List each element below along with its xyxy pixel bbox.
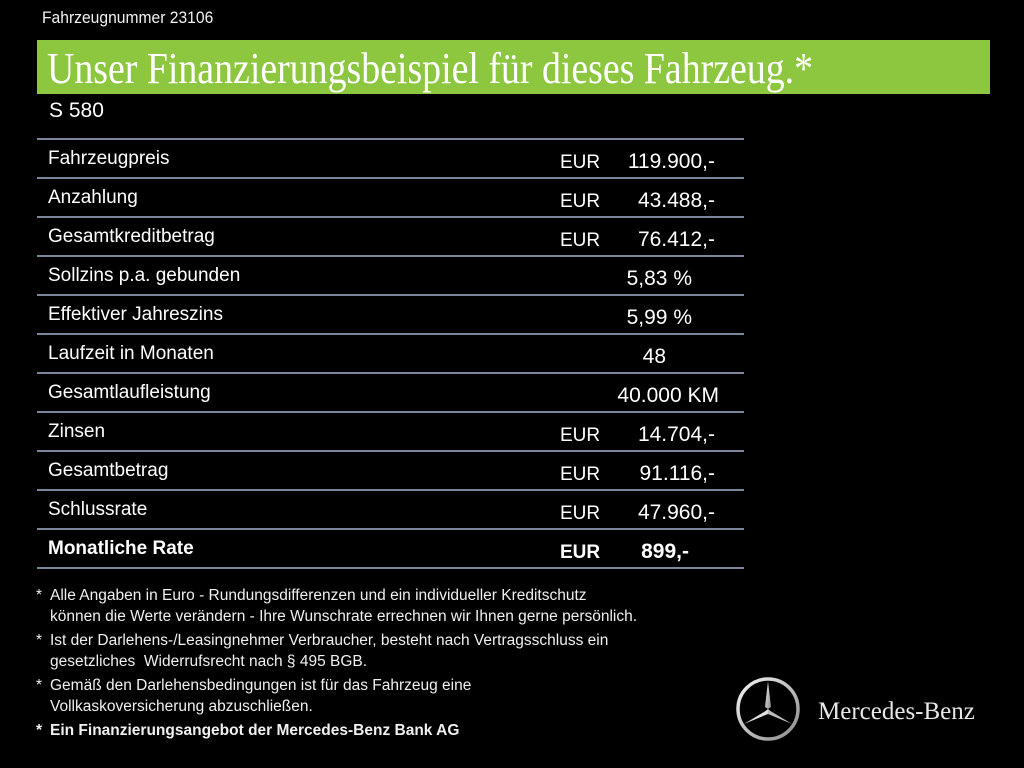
table-row-monthly-rate: Monatliche Rate EUR 899,- <box>37 528 744 569</box>
row-value: 76.412,- <box>637 228 715 251</box>
finance-table: Fahrzeugpreis EUR 119.900,- Anzahlung EUR 43… <box>37 138 744 569</box>
table-row: Schlussrate EUR 47.960,- <box>37 489 744 528</box>
row-value: 119.900,- <box>627 150 715 173</box>
footnote-line: können die Werte verändern - Ihre Wunsch… <box>50 608 638 625</box>
row-currency: EUR <box>560 464 601 485</box>
row-value: 14.704,- <box>637 423 715 446</box>
row-label: Fahrzeugpreis <box>48 148 170 169</box>
row-label: Schlussrate <box>48 499 148 520</box>
row-value: 5,83 % <box>626 267 692 290</box>
table-row: Zinsen EUR 14.704,- <box>37 411 744 450</box>
headline: Unser Finanzierungsbeispiel für dieses F… <box>47 44 814 93</box>
footnotes: * Alle Angaben in Euro - Rundungsdifferen… <box>36 585 637 744</box>
row-label: Laufzeit in Monaten <box>48 343 214 364</box>
footnote-line: Vollkaskoversicherung abzuschließen. <box>50 698 313 715</box>
row-label: Anzahlung <box>48 187 138 208</box>
row-label: Monatliche Rate <box>48 538 194 559</box>
row-currency: EUR <box>560 152 601 173</box>
row-currency: EUR <box>560 191 601 212</box>
footnote: * Alle Angaben in Euro - Rundungsdifferen… <box>36 585 637 627</box>
brand-name: Mercedes-Benz <box>818 698 975 725</box>
footnote: * Ist der Darlehens-/Leasingnehmer Verbra… <box>36 630 637 672</box>
table-row: Gesamtbetrag EUR 91.116,- <box>37 450 744 489</box>
row-value: 899,- <box>641 540 689 563</box>
row-currency: EUR <box>560 503 601 524</box>
table-row: Laufzeit in Monaten 48 <box>37 333 744 372</box>
row-value: 40.000 KM <box>617 384 719 407</box>
footnote: * Gemäß den Darlehensbedingungen ist für … <box>36 675 637 717</box>
footnote-line: Alle Angaben in Euro - Rundungsdifferenz… <box>50 587 587 604</box>
row-label: Zinsen <box>48 421 106 442</box>
asterisk: * <box>36 632 43 649</box>
footnote-line: Ist der Darlehens-/Leasingnehmer Verbrau… <box>50 632 609 649</box>
row-label: Sollzins p.a. gebunden <box>48 265 241 286</box>
vehicle-number: Fahrzeugnummer 23106 <box>42 8 214 27</box>
footnote-line: Gemäß den Darlehensbedingungen ist für d… <box>50 677 472 694</box>
model-name: S 580 <box>49 99 104 122</box>
footnote: * Ein Finanzierungsangebot der Mercedes-B… <box>36 720 637 741</box>
row-label: Gesamtkreditbetrag <box>48 226 215 247</box>
table-row: Gesamtkreditbetrag EUR 76.412,- <box>37 216 744 255</box>
three-pointed-star-icon <box>736 677 800 741</box>
table-row: Gesamtlaufleistung 40.000 KM <box>37 372 744 411</box>
row-currency: EUR <box>560 542 601 563</box>
row-value: 43.488,- <box>637 189 715 212</box>
row-currency: EUR <box>560 230 601 251</box>
table-row: Sollzins p.a. gebunden 5,83 % <box>37 255 744 294</box>
row-value: 47.960,- <box>637 501 715 524</box>
row-value: 91.116,- <box>639 462 716 485</box>
row-value: 48 <box>642 345 666 368</box>
footnote-line: gesetzliches Widerrufsrecht nach § 495 B… <box>50 653 368 670</box>
table-row: Effektiver Jahreszins 5,99 % <box>37 294 744 333</box>
row-label: Gesamtbetrag <box>48 460 169 481</box>
asterisk: * <box>36 677 43 694</box>
asterisk: * <box>36 722 43 739</box>
row-label: Effektiver Jahreszins <box>48 304 223 325</box>
asterisk: * <box>36 587 43 604</box>
footnote-line: Ein Finanzierungsangebot der Mercedes-Be… <box>50 722 460 739</box>
headline-banner: Unser Finanzierungsbeispiel für dieses F… <box>37 40 990 94</box>
row-label: Gesamtlaufleistung <box>48 382 211 403</box>
row-value: 5,99 % <box>626 306 692 329</box>
row-currency: EUR <box>560 425 601 446</box>
table-row: Anzahlung EUR 43.488,- <box>37 177 744 216</box>
table-row: Fahrzeugpreis EUR 119.900,- <box>37 138 744 177</box>
